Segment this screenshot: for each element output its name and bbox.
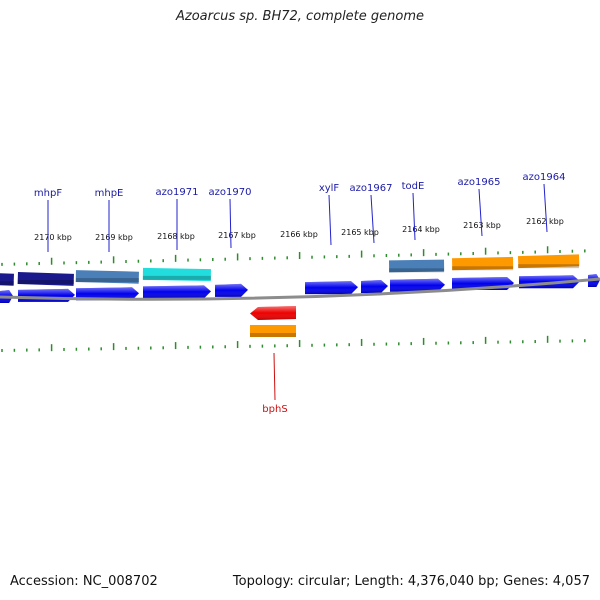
- gene-leader-line: [229, 198, 232, 249]
- reverse-strand-track: [250, 306, 296, 337]
- kbp-label: 2168 kbp: [157, 232, 195, 241]
- kbp-label: 2164 kbp: [402, 225, 440, 234]
- lower-tick-track: [1, 335, 586, 353]
- kbp-label: 2170 kbp: [34, 233, 72, 242]
- gene-feature-box: [518, 254, 580, 269]
- gene-feature-box: [452, 256, 514, 271]
- kbp-label: 2163 kbp: [463, 221, 501, 230]
- cds-arrow: [215, 283, 248, 297]
- bphS-cds-arrow: [250, 306, 296, 320]
- gene-label: xylF: [319, 183, 340, 194]
- gene-label: todE: [402, 181, 425, 192]
- gene-label: azo1964: [523, 172, 566, 183]
- gene-label: bphS: [262, 404, 287, 415]
- kbp-label: 2167 kbp: [218, 231, 256, 240]
- gene-labels: mhpF mhpE azo1971 azo1970 xylF azo1967 todE azo…: [34, 172, 566, 415]
- gene-feature-box: [75, 270, 139, 284]
- gene-label: azo1965: [458, 177, 501, 188]
- gene-feature-box: [0, 273, 14, 286]
- kbp-label: 2165 kbp: [341, 228, 379, 237]
- gene-label: azo1970: [209, 187, 252, 198]
- gene-leader-line: [543, 183, 548, 233]
- upper-tick-track: [1, 246, 586, 266]
- gene-label: azo1971: [156, 187, 199, 198]
- cds-arrow: [390, 278, 445, 292]
- gene-feature-box: [389, 259, 445, 273]
- gene-leader-line: [412, 192, 416, 241]
- accession-text: Accession: NC_008702: [10, 574, 158, 589]
- gene-label: azo1967: [350, 183, 393, 194]
- gene-label: mhpE: [95, 188, 124, 199]
- kbp-scale-labels: 2170 kbp 2169 kbp 2168 kbp 2167 kbp 2166 kbp…: [34, 217, 564, 242]
- gene-leader-line: [273, 352, 276, 401]
- feature-track: [0, 254, 580, 286]
- genome-summary-text: Topology: circular; Length: 4,376,040 bp…: [232, 574, 590, 589]
- cds-arrow: [143, 285, 211, 299]
- kbp-label: 2162 kbp: [526, 217, 564, 226]
- cds-arrow: [305, 281, 358, 295]
- gene-leader-line: [370, 194, 375, 244]
- cds-arrow: [76, 287, 139, 301]
- kbp-label: 2166 kbp: [280, 230, 318, 239]
- gene-leader-line: [328, 194, 332, 246]
- gene-feature-box: [142, 267, 211, 282]
- kbp-label: 2169 kbp: [95, 233, 133, 242]
- bphS-feature-box: [250, 325, 296, 337]
- gene-label: mhpF: [34, 188, 62, 199]
- map-title: Azoarcus sp. BH72, complete genome: [175, 9, 425, 24]
- genome-backbone: [0, 277, 600, 301]
- gene-feature-box: [17, 272, 74, 286]
- gene-leader-line: [478, 188, 483, 237]
- cds-arrow: [361, 279, 388, 293]
